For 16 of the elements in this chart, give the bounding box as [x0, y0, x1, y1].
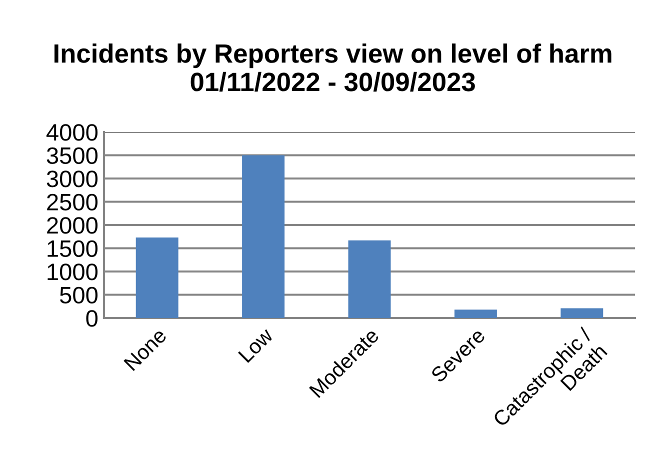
bar [560, 308, 604, 318]
bar [454, 310, 497, 318]
bar [136, 238, 178, 318]
y-tick-label: 2500 [47, 194, 98, 211]
y-tick-label: 0 [86, 310, 98, 327]
y-tick-label: 3500 [46, 147, 98, 164]
y-tick-label: 4000 [46, 124, 98, 141]
bar [242, 155, 285, 318]
y-tick-label: 1500 [48, 240, 98, 258]
bar [348, 240, 391, 318]
chart-title: Incidents by Reporters view on level of harm 01/11/2022 - 30/09/2023 [54, 43, 612, 92]
x-tick-label: Low [238, 326, 274, 363]
y-tick-label: 3000 [46, 170, 98, 188]
y-tick-label: 1000 [48, 264, 98, 280]
y-tick-label: 2000 [47, 217, 98, 234]
y-tick-label: 500 [60, 286, 98, 304]
